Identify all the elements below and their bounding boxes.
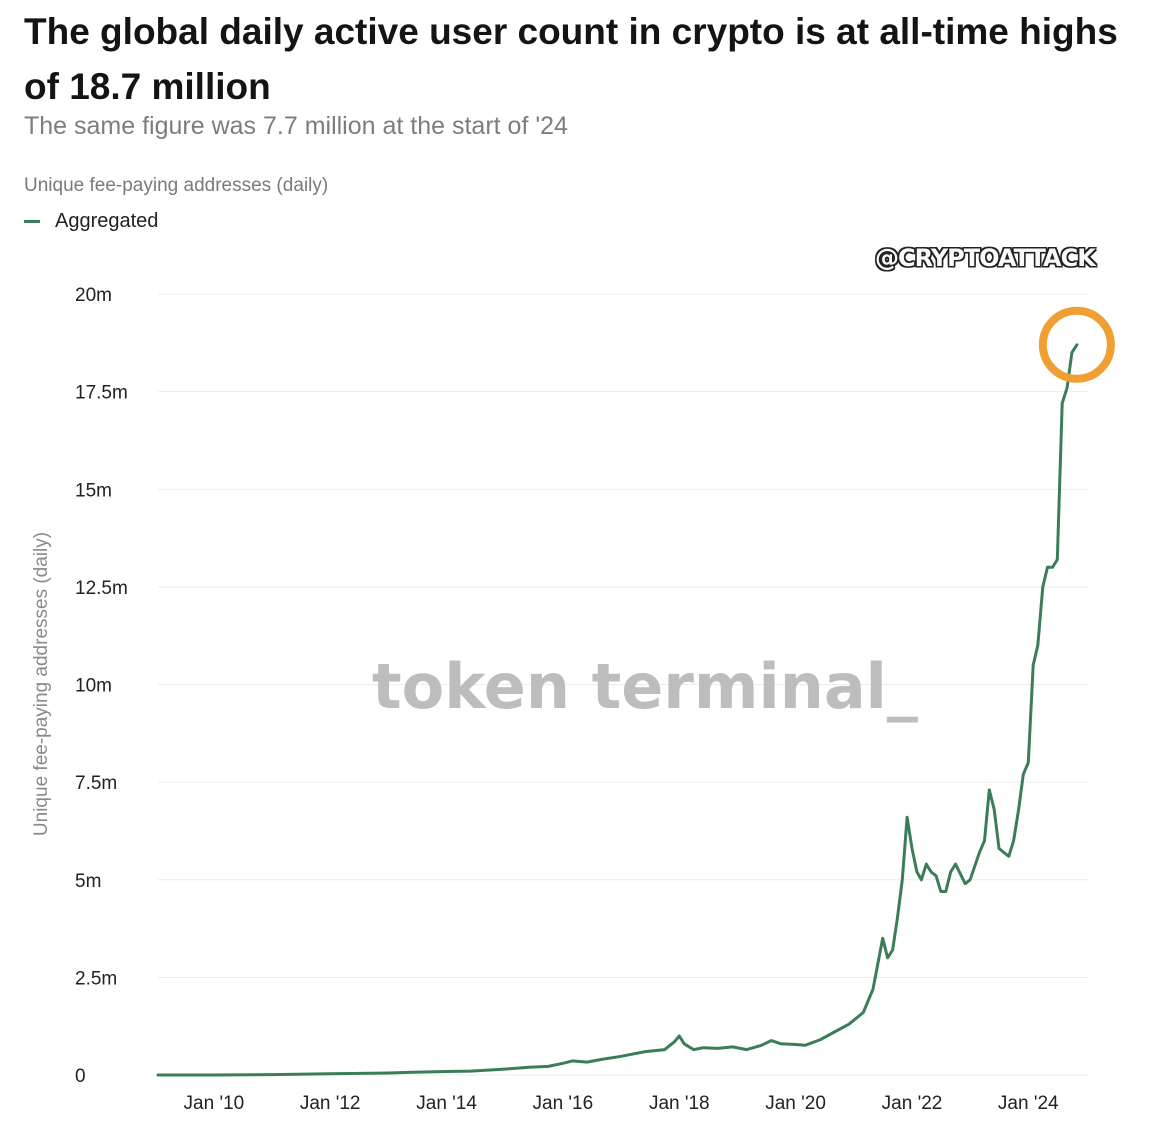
y-tick-label: 20m [75,285,112,306]
x-tick-label: Jan '22 [882,1093,943,1114]
x-tick-label: Jan '18 [649,1093,710,1114]
series-caption: Unique fee-paying addresses (daily) [24,175,329,196]
highlight-circle [1038,306,1115,383]
y-tick-label: 5m [75,871,101,892]
y-axis-ticks: 0 2.5m 5m 7.5m 10m 12.5m 15m 17.5m 20m [75,285,128,1087]
brand-watermark: token terminal_ [372,650,918,723]
y-tick-label: 10m [75,676,112,697]
x-tick-label: Jan '24 [998,1093,1059,1114]
y-tick-label: 7.5m [75,773,117,794]
series-line-aggregated [156,343,1079,1077]
x-tick-label: Jan '20 [765,1093,826,1114]
legend: Aggregated [24,210,158,233]
x-tick-label: Jan '12 [300,1093,361,1114]
y-tick-label: 0 [75,1066,86,1087]
y-tick-label: 2.5m [75,968,117,989]
legend-label-aggregated: Aggregated [55,210,159,232]
y-tick-label: 12.5m [75,578,128,599]
x-tick-label: Jan '14 [416,1093,477,1114]
y-tick-label: 15m [75,480,112,501]
chart-subtitle: The same figure was 7.7 million at the s… [24,112,568,140]
y-tick-label: 17.5m [75,383,128,404]
x-tick-label: Jan '16 [533,1093,594,1114]
account-watermark: @CRYPTOATTACK [875,244,1096,272]
x-axis-ticks: Jan '10 Jan '12 Jan '14 Jan '16 Jan '18 Jan '… [184,1093,1059,1114]
annotations [1038,306,1115,383]
chart-title: The global daily active user count in cr… [24,11,1118,107]
y-axis-label: Unique fee-paying addresses (daily) [31,532,52,836]
series-group [156,343,1079,1077]
x-tick-label: Jan '10 [184,1093,245,1114]
legend-swatch-aggregated [24,220,40,223]
